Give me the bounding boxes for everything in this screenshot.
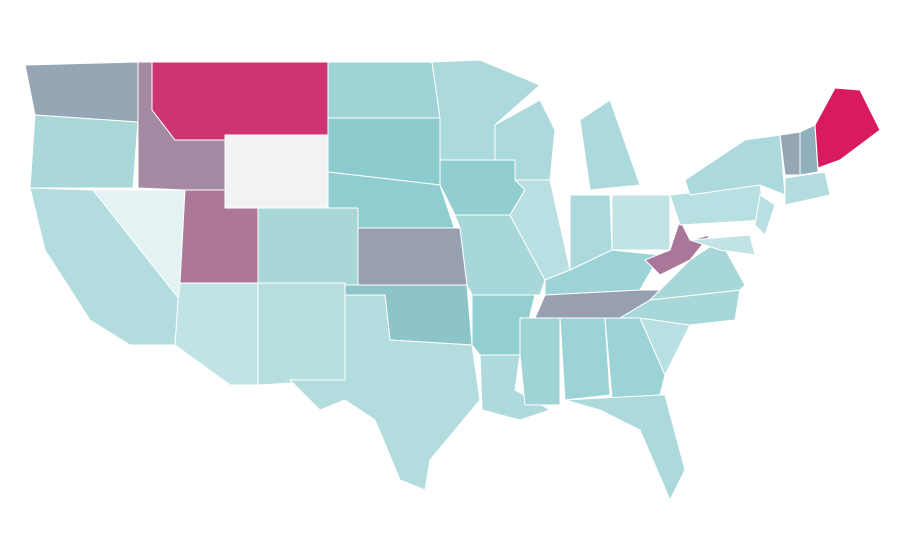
state (611, 194, 671, 251)
state (257, 282, 346, 386)
state (151, 61, 329, 141)
state (814, 87, 881, 169)
state (754, 194, 776, 236)
state (174, 282, 259, 386)
state (289, 294, 481, 491)
state (784, 171, 831, 206)
state (689, 234, 756, 256)
state (564, 394, 686, 501)
state (684, 134, 786, 196)
state (24, 61, 139, 123)
state (559, 317, 611, 401)
state (224, 134, 329, 209)
state (357, 227, 468, 286)
state (579, 99, 641, 191)
state (29, 114, 139, 189)
state (439, 159, 526, 216)
state (799, 124, 819, 176)
state (649, 239, 746, 301)
state (644, 219, 711, 276)
state (257, 207, 359, 286)
state (327, 61, 441, 119)
state (519, 317, 561, 406)
